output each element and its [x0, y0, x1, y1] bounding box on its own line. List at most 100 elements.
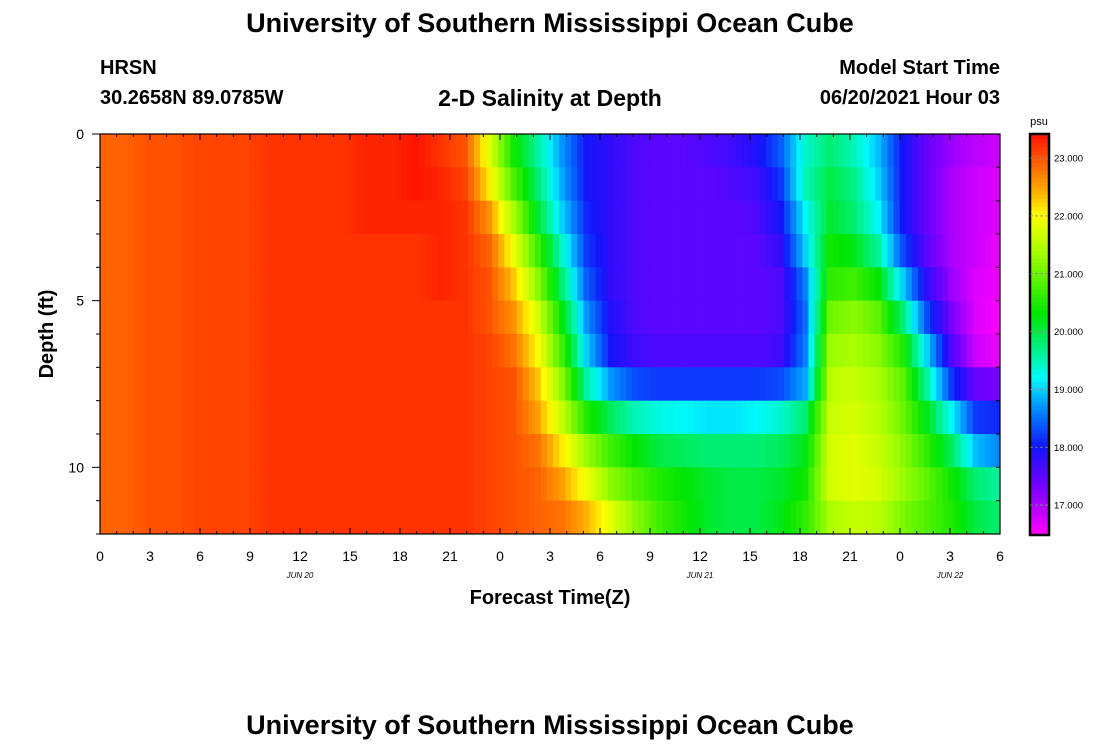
heatmap-cell	[735, 134, 743, 168]
heatmap-cell	[546, 267, 554, 302]
heatmap-cell	[279, 500, 287, 534]
heatmap-cell	[236, 167, 244, 202]
heatmap-cell	[613, 167, 621, 202]
colorbar-swatch	[1030, 398, 1049, 403]
heatmap-cell	[559, 500, 566, 534]
heatmap-cell	[388, 234, 396, 268]
heatmap-cell	[899, 334, 907, 368]
heatmap-cell	[455, 300, 463, 335]
heatmap-cell	[632, 300, 639, 335]
heatmap-cell	[242, 200, 250, 235]
heatmap-cell	[735, 400, 743, 435]
colorbar-swatch	[1030, 370, 1049, 375]
heatmap-cell	[534, 467, 542, 502]
colorbar: psu 23.00022.00021.00020.00019.00018.000…	[1028, 116, 1083, 537]
heatmap-cell	[990, 200, 998, 235]
colorbar-swatch	[1030, 478, 1049, 483]
heatmap-cell	[887, 267, 895, 302]
heatmap-cell	[650, 267, 658, 302]
heatmap-cell	[176, 267, 183, 302]
heatmap-cell	[473, 500, 481, 534]
heatmap-cell	[206, 267, 214, 302]
heatmap-cell	[784, 500, 791, 534]
heatmap-cell	[790, 267, 797, 302]
heatmap-cell	[796, 167, 803, 202]
heatmap-cell	[103, 500, 110, 534]
heatmap-cell	[784, 334, 791, 368]
heatmap-cell	[717, 334, 724, 368]
heatmap-cell	[340, 300, 347, 335]
heatmap-cell	[559, 467, 566, 502]
heatmap-cell	[473, 267, 481, 302]
heatmap-cell	[303, 367, 311, 402]
heatmap-cell	[662, 334, 670, 368]
heatmap-cell	[857, 334, 864, 368]
heatmap-cell	[109, 234, 116, 268]
heatmap-cell	[546, 367, 554, 402]
heatmap-cell	[638, 434, 645, 468]
heatmap-cell	[297, 267, 305, 302]
heatmap-cell	[978, 467, 986, 502]
heatmap-cell	[875, 434, 883, 468]
heatmap-cell	[741, 467, 749, 502]
heatmap-cell	[540, 200, 548, 235]
heatmap-cell	[224, 500, 232, 534]
heatmap-cell	[869, 134, 876, 168]
heatmap-cell	[340, 134, 347, 168]
heatmap-cell	[771, 300, 779, 335]
heatmap-cell	[321, 167, 329, 202]
heatmap-cell	[212, 334, 220, 368]
heatmap-cell	[419, 467, 426, 502]
heatmap-cell	[133, 467, 141, 502]
heatmap-cell	[796, 267, 803, 302]
heatmap-cell	[267, 134, 274, 168]
heatmap-cell	[632, 500, 639, 534]
colorbar-swatch	[1030, 418, 1049, 423]
heatmap-cell	[735, 500, 743, 534]
heatmap-cell	[698, 134, 706, 168]
heatmap-cell	[169, 267, 177, 302]
heatmap-cell	[656, 167, 664, 202]
heatmap-cell	[589, 167, 597, 202]
heatmap-cell	[309, 467, 317, 502]
heatmap-cell	[778, 467, 785, 502]
heatmap-cell	[802, 334, 810, 368]
heatmap-cell	[139, 200, 147, 235]
heatmap-cell	[863, 467, 870, 502]
colorbar-swatch	[1030, 358, 1049, 364]
heatmap-cell	[273, 300, 280, 335]
heatmap-cell	[139, 467, 147, 502]
heatmap-cell	[480, 367, 487, 402]
heatmap-cell	[729, 167, 737, 202]
heatmap-cell	[686, 234, 694, 268]
heatmap-cell	[467, 300, 475, 335]
heatmap-cell	[115, 434, 122, 468]
heatmap-cell	[814, 334, 822, 368]
heatmap-cell	[200, 500, 208, 534]
heatmap-cell	[960, 500, 968, 534]
heatmap-cell	[887, 434, 895, 468]
heatmap-cell	[157, 267, 165, 302]
heatmap-cell	[869, 467, 876, 502]
x-tick-label: 12	[292, 548, 308, 564]
heatmap-cell	[875, 200, 883, 235]
heatmap-cell	[796, 500, 803, 534]
heatmap-cell	[328, 167, 335, 202]
heatmap-cell	[899, 467, 907, 502]
heatmap-cell	[504, 267, 512, 302]
heatmap-cell	[632, 167, 639, 202]
x-tick-label: 15	[742, 548, 758, 564]
heatmap-cell	[619, 200, 627, 235]
x-date-label: JUN 21	[686, 571, 714, 580]
colorbar-swatch	[1030, 170, 1049, 176]
heatmap-cell	[759, 267, 767, 302]
heatmap-cell	[340, 400, 347, 435]
heatmap-cell	[589, 267, 597, 302]
heatmap-cell	[881, 267, 889, 302]
heatmap-cell	[790, 200, 797, 235]
heatmap-cell	[662, 167, 670, 202]
heatmap-cell	[936, 267, 943, 302]
heatmap-cell	[492, 167, 499, 202]
heatmap-cell	[820, 400, 828, 435]
heatmap-cell	[583, 234, 591, 268]
